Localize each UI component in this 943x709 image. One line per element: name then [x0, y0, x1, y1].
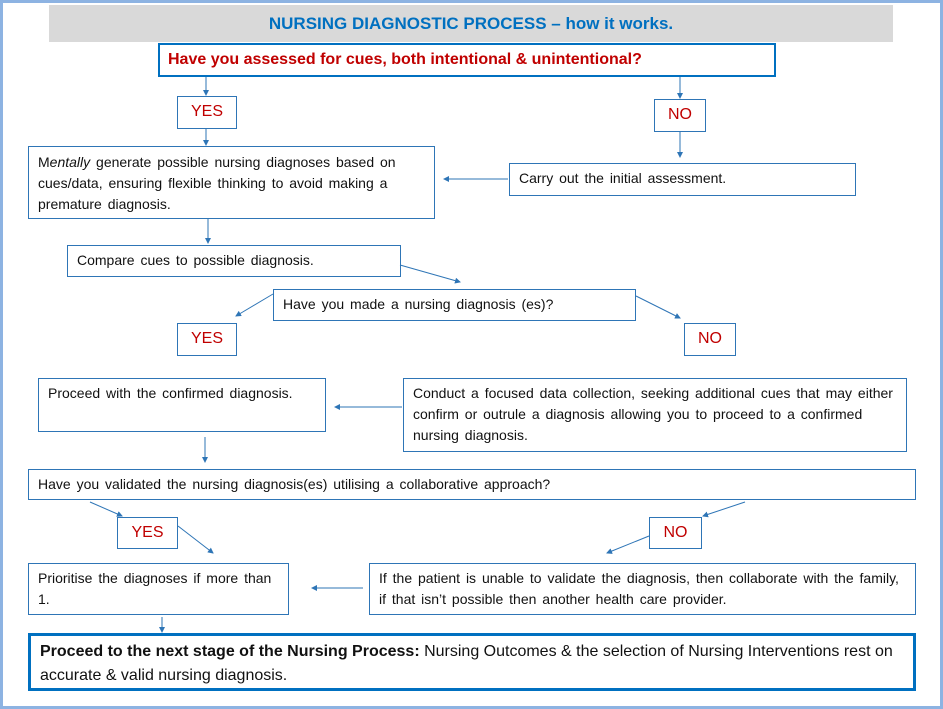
initial-assessment-box: Carry out the initial assessment.	[509, 163, 856, 196]
text-bold: Proceed to the next stage of the Nursing…	[40, 643, 420, 660]
no-label-2: NO	[684, 323, 736, 356]
collaborate-box: If the patient is unable to validate the…	[369, 563, 916, 615]
compare-cues-box: Compare cues to possible diagnosis.	[67, 245, 401, 277]
arrow	[177, 525, 214, 554]
prioritise-box: Prioritise the diagnoses if more than 1.	[28, 563, 289, 615]
no-label-1: NO	[654, 99, 706, 132]
text: generate possible nursing diagnoses base…	[38, 154, 396, 212]
arrow	[235, 293, 274, 317]
proceed-confirmed-box: Proceed with the confirmed diagnosis.	[38, 378, 326, 432]
text: M	[38, 154, 50, 170]
yes-label-1: YES	[177, 96, 237, 129]
page-title: NURSING DIAGNOSTIC PROCESS – how it work…	[49, 5, 893, 42]
text-emphasis: entally	[49, 154, 91, 170]
arrow	[399, 264, 461, 284]
text: Nursing Outcomes & the selection of Nurs…	[40, 643, 893, 684]
arrow	[606, 535, 650, 554]
no-label-3: NO	[649, 517, 702, 549]
question-made-diagnosis: Have you made a nursing diagnosis (es)?	[273, 289, 636, 321]
question-assessed: Have you assessed for cues, both intenti…	[158, 43, 776, 77]
yes-label-3: YES	[117, 517, 178, 549]
question-validated: Have you validated the nursing diagnosis…	[28, 469, 916, 500]
arrow	[635, 295, 681, 319]
next-stage-box: Proceed to the next stage of the Nursing…	[28, 633, 916, 691]
arrow	[89, 501, 123, 517]
yes-label-2: YES	[177, 323, 237, 356]
arrow	[702, 501, 746, 518]
focused-data-collection-box: Conduct a focused data collection, seeki…	[403, 378, 907, 452]
generate-diagnoses-box: Mentally generate possible nursing diagn…	[28, 146, 435, 219]
